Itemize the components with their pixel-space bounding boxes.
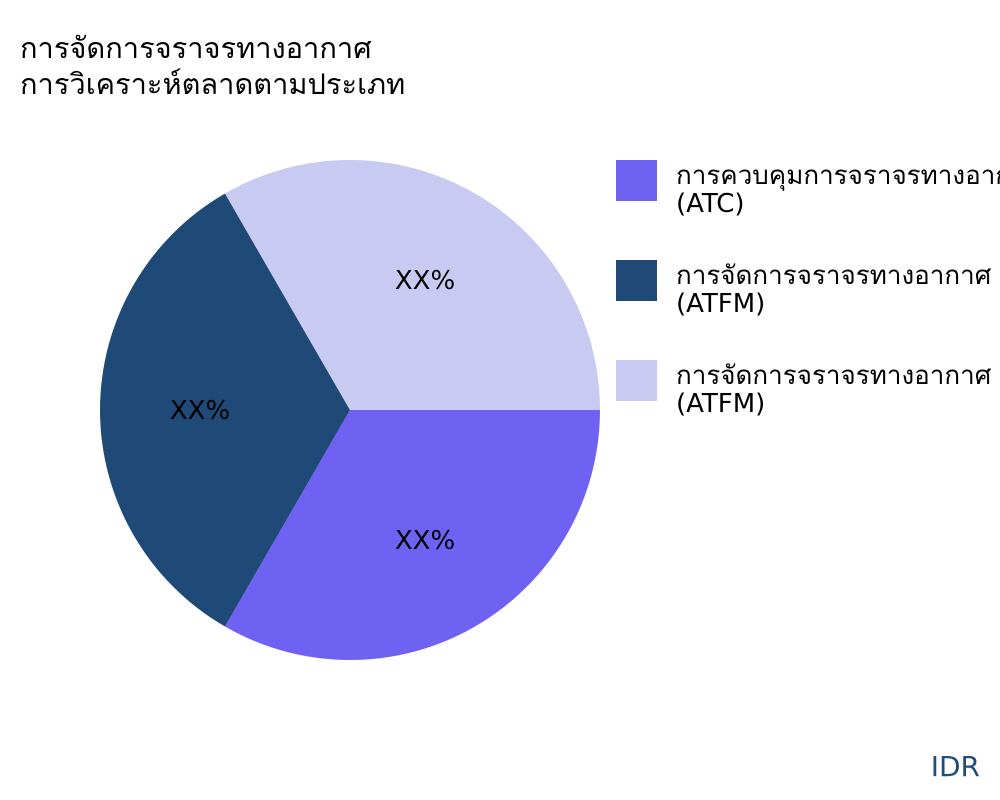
legend-abbr: (ATFM) <box>676 289 766 319</box>
legend-name: การจัดการจราจรทางอากาศ <box>676 261 992 291</box>
legend-swatch <box>616 360 657 401</box>
title-line-2: การวิเคราะห์ตลาดตามประเภท <box>20 67 406 101</box>
legend-label: การควบคุมการจราจรทางอากาศ (ATC) <box>676 162 1000 218</box>
legend-item-atfm-2: การจัดการจราจรทางอากาศ (ATFM) <box>616 360 1000 420</box>
pie-slice-label-2: XX% <box>395 266 455 296</box>
legend-abbr: (ATC) <box>676 189 745 219</box>
legend-label: การจัดการจราจรทางอากาศ (ATFM) <box>676 262 991 318</box>
legend-label: การจัดการจราจรทางอากาศ (ATFM) <box>676 362 991 418</box>
legend-swatch <box>616 160 657 201</box>
legend-item-atfm-1: การจัดการจราจรทางอากาศ (ATFM) <box>616 260 1000 320</box>
footer-brand: IDR <box>930 750 980 783</box>
legend-item-atc: การควบคุมการจราจรทางอากาศ (ATC) <box>616 160 1000 220</box>
legend-name: การควบคุมการจราจรทางอากาศ <box>676 161 1000 191</box>
legend-abbr: (ATFM) <box>676 389 766 419</box>
chart-title: การจัดการจราจรทางอากาศ การวิเคราะห์ตลาดต… <box>20 30 405 102</box>
legend-name: การจัดการจราจรทางอากาศ <box>676 361 992 391</box>
legend-swatch <box>616 260 657 301</box>
pie-slice-label-1: XX% <box>170 396 230 426</box>
pie-slice-2 <box>225 160 600 410</box>
pie-slice-label-0: XX% <box>395 526 455 556</box>
title-line-1: การจัดการจราจรทางอากาศ <box>20 31 372 65</box>
pie-slice-0 <box>225 410 600 660</box>
